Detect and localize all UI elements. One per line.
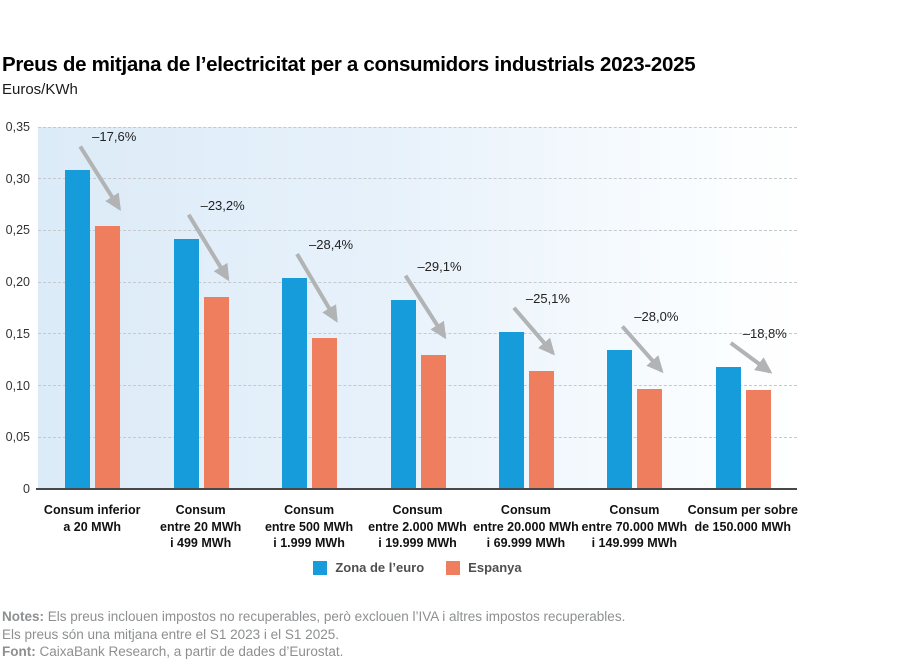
pct-change-label: –29,1% [417,258,462,274]
bar-espanya-4 [528,371,554,489]
decrease-arrow-icon [729,341,773,374]
notes-line-3: Font: CaixaBank Research, a partir de da… [2,643,625,661]
bar-euro-5 [607,350,633,489]
legend-swatch-euro-icon [313,560,328,575]
gridline [38,436,797,438]
notes-label: Notes: [2,609,45,624]
chart-title: Preus de mitjana de l’electricitat per a… [2,53,696,76]
pct-change-label: –17,6% [92,129,137,145]
legend-label-espanya: Espanya [468,560,522,575]
y-axis-tick-label: 0 [23,482,30,496]
y-axis-tick-label: 0,35 [5,120,30,134]
pct-change-label: –28,4% [309,237,354,252]
y-axis-tick-label: 0,20 [5,275,30,290]
bar-espanya-5 [637,388,663,489]
bar-euro-6 [715,366,741,489]
bar-espanya-6 [745,389,771,489]
y-axis-tick-label: 0,10 [5,378,30,393]
pct-change-label: –23,2% [200,197,245,213]
decrease-arrow-icon [295,252,338,323]
bar-espanya-3 [420,354,446,489]
decrease-arrow-icon [78,145,121,211]
x-axis-category-label: Consum per sobre de 150.000 MWh [687,503,798,534]
bar-espanya-1 [203,296,229,489]
x-axis-line [36,488,797,490]
gridline [38,385,797,387]
x-axis-category-label: Consum entre 70.000 MWh i 149.999 MWh [581,503,688,550]
gridline [38,333,797,335]
decrease-arrow-icon [403,274,447,340]
y-axis-tick-label: 0,05 [5,430,30,445]
pct-change-label: –28,0% [634,309,679,325]
notes-line-1: Notes: Els preus inclouen impostos no re… [2,608,625,626]
footer-notes: Notes: Els preus inclouen impostos no re… [2,608,625,661]
bar-euro-0 [65,170,91,489]
legend-swatch-espanya-icon [446,560,461,575]
x-axis-category-label: Consum entre 500 MWh i 1.999 MWh [264,503,354,550]
x-axis-category-label: Consum inferior a 20 MWh [43,503,141,534]
legend-label-zona-euro: Zona de l’euro [335,560,425,575]
font-text: CaixaBank Research, a partir de dades d’… [35,644,344,659]
bar-espanya-2 [312,337,338,489]
gridline [38,281,797,283]
plot-background [38,127,797,489]
gridline [38,229,797,231]
x-axis-category-label: Consum entre 20.000 MWh i 69.999 MWh [473,503,579,550]
gridline [38,178,797,180]
bar-euro-3 [390,299,416,489]
x-axis-category-label: Consum entre 20 MWh i 499 MWh [160,503,242,550]
legend-item-zona-euro: Zona de l’euro [313,560,424,575]
chart-legend: Zona de l’euro Espanya [38,560,797,575]
font-label: Font: [2,644,36,659]
bar-euro-4 [498,331,524,489]
bar-euro-2 [282,278,308,489]
decrease-arrow-icon [186,213,230,282]
bar-euro-1 [173,238,199,489]
notes-line-2: Els preus són una mitjana entre el S1 20… [2,626,339,642]
pct-change-label: –18,8% [742,325,787,341]
pct-change-label: –25,1% [525,290,570,306]
chart-subtitle: Euros/KWh [2,81,78,98]
x-axis-category-label: Consum entre 2.000 MWh i 19.999 MWh [368,503,467,550]
bar-espanya-0 [95,226,121,489]
decrease-arrow-icon [512,306,556,356]
notes-text-1: Els preus inclouen impostos no recuperab… [44,609,626,624]
y-axis-tick-label: 0,30 [5,171,30,186]
y-axis-tick-label: 0,15 [5,326,30,341]
gridline [38,126,797,128]
legend-item-espanya: Espanya [446,560,522,575]
decrease-arrow-icon [620,325,664,374]
y-axis-tick-label: 0,25 [5,223,30,238]
